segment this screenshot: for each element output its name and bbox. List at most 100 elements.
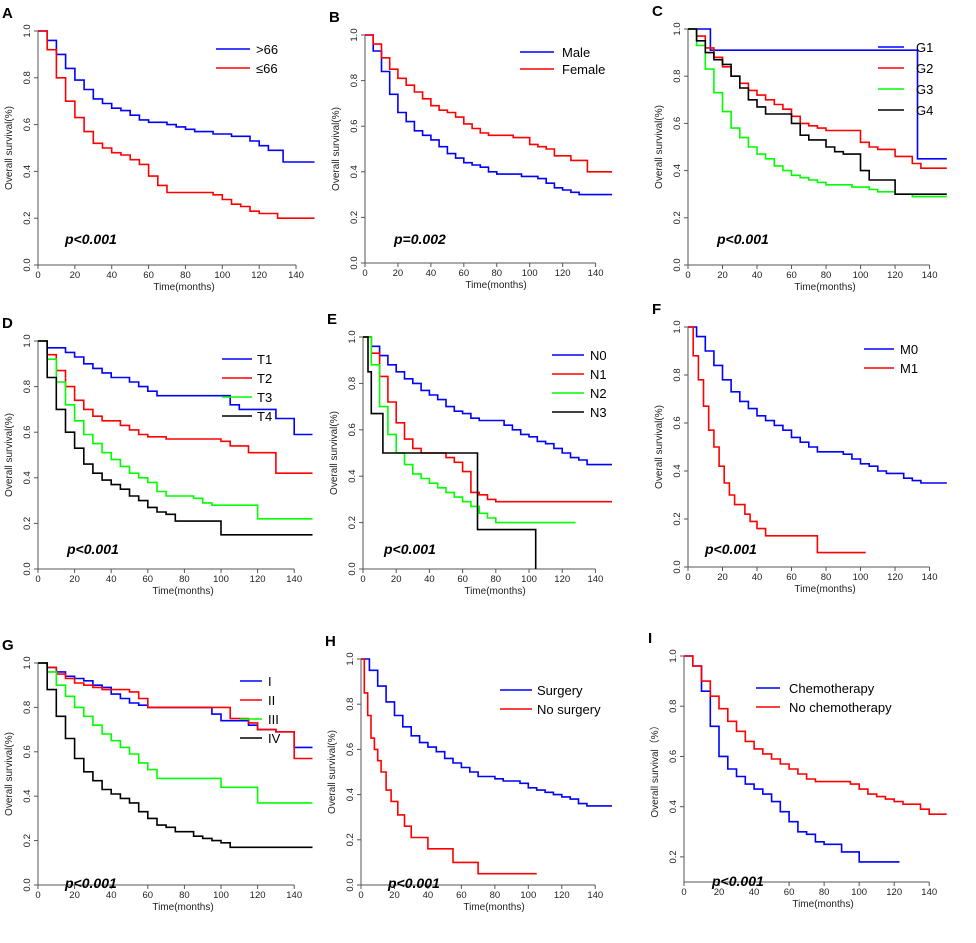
panel-e-y-tick-label: 1.0 <box>347 330 358 343</box>
panel-g-y-tick-label: 1.0 <box>22 656 33 669</box>
panel-h-series-2-line <box>361 658 537 875</box>
panel-h-y-axis-title: Overall survival(%) <box>327 730 338 814</box>
panel-e-x-tick-label: 80 <box>491 574 502 585</box>
panel-i-x-tick-label: 20 <box>714 887 725 898</box>
panel-a-x-tick-label: 60 <box>143 270 154 281</box>
panel-f-x-tick-label: 140 <box>922 572 938 583</box>
panel-b-x-tick-label: 120 <box>555 268 571 279</box>
panel-h-letter: H <box>325 633 336 650</box>
panel-f-legend-label: M0 <box>900 342 918 357</box>
panel-d-y-tick-label: 0.8 <box>22 380 33 393</box>
panel-f-y-tick-label: 1.0 <box>672 320 683 333</box>
panel-d-y-tick-label: 0.4 <box>22 471 33 484</box>
panel-h-x-tick-label: 120 <box>554 890 570 901</box>
panel-g-y-axis-title: Overall survival(%) <box>4 732 15 816</box>
panel-d: D 0 20 40 60 80 100 120 140 0.0 0.2 0.4 0.6 0.8 1.0 Tim… <box>2 315 313 597</box>
panel-g-y-tick-label: 0.8 <box>22 701 33 714</box>
panel-d-x-tick-label: 100 <box>213 574 229 585</box>
panel-d-series-4-line <box>38 340 313 536</box>
panel-i-y-tick-label: 0.6 <box>668 750 679 763</box>
panel-c-x-tick-label: 140 <box>922 270 938 281</box>
panel-d-x-tick-label: 120 <box>250 574 266 585</box>
panel-g-x-tick-label: 140 <box>286 890 302 901</box>
panel-e-series-2-line <box>363 336 612 503</box>
panel-g-letter: G <box>2 637 14 654</box>
panel-g-x-tick-label: 80 <box>179 890 190 901</box>
panel-b-y-tick-label: 0.2 <box>349 211 360 224</box>
panel-e: E 0 20 40 60 80 100 120 140 0.0 0.2 0.4 0.6 0.8 1.0 Tim… <box>327 311 612 597</box>
panel-f-x-tick-label: 60 <box>786 572 797 583</box>
panel-i-x-axis-title: Time(months) <box>792 899 853 910</box>
panel-b-x-tick-label: 100 <box>522 268 538 279</box>
panel-e-p-value: p<0.001 <box>383 541 436 557</box>
panel-b-y-tick-label: 0.6 <box>349 120 360 133</box>
panel-g-legend-label: IV <box>268 731 281 746</box>
panel-f-x-tick-label: 120 <box>887 572 903 583</box>
panel-f: F 0 20 40 60 80 100 120 140 0.0 0.2 0.4 0.6 0.8 1.0 Tim… <box>652 301 947 595</box>
panel-e-x-tick-label: 140 <box>587 574 603 585</box>
panel-e-letter: E <box>327 311 337 328</box>
panel-c-x-tick-label: 60 <box>786 270 797 281</box>
panel-i-x-tick-label: 120 <box>886 887 902 898</box>
panel-b-y-tick-label: 0.0 <box>349 256 360 269</box>
panel-i-y-tick-label: 1.0 <box>668 649 679 662</box>
panel-h-x-tick-label: 60 <box>456 890 467 901</box>
panel-g-x-tick-label: 40 <box>106 890 117 901</box>
panel-b: B 0 20 40 60 80 100 120 140 0.0 0.2 0.4 0.6 0.8 1.0 Tim… <box>329 9 613 291</box>
panel-g-legend-label: II <box>268 693 275 708</box>
panel-i-x-tick-label: 40 <box>749 887 760 898</box>
panel-e-x-tick-label: 0 <box>360 574 365 585</box>
panel-i-legend-label: Chemotherapy <box>789 681 875 696</box>
panel-a-x-tick-label: 120 <box>251 270 267 281</box>
panel-g-x-tick-label: 100 <box>213 890 229 901</box>
panel-i-legend-label: No chemotherapy <box>789 700 892 715</box>
panel-h-x-axis-title: Time(months) <box>463 902 524 913</box>
panel-h-legend-label: Surgery <box>537 683 583 698</box>
panel-g-series-3-line <box>38 662 313 804</box>
panel-f-y-tick-label: 0.4 <box>672 464 683 477</box>
panel-c-p-value: p<0.001 <box>716 231 769 247</box>
panel-a-y-tick-label: 0.0 <box>22 258 33 271</box>
panel-f-series-1-line <box>688 326 947 484</box>
panel-a-legend-label: >66 <box>256 42 278 57</box>
panel-h-y-tick-label: 0.6 <box>345 743 356 756</box>
panel-b-x-tick-label: 0 <box>362 268 367 279</box>
panel-b-y-tick-label: 0.4 <box>349 165 360 178</box>
panel-d-x-tick-label: 0 <box>35 574 40 585</box>
panel-a-y-tick-label: 0.4 <box>22 165 33 178</box>
panel-a-x-tick-label: 40 <box>106 270 117 281</box>
panel-d-legend-label: T3 <box>257 390 272 405</box>
panel-c-x-tick-label: 20 <box>717 270 728 281</box>
panel-h-y-tick-label: 0.8 <box>345 698 356 711</box>
panel-f-x-axis-title: Time(months) <box>794 584 855 595</box>
panel-c-legend-label: G2 <box>916 61 933 76</box>
panel-i-x-tick-label: 80 <box>819 887 830 898</box>
panel-f-y-tick-label: 0.8 <box>672 368 683 381</box>
panel-d-series-3-line <box>38 340 313 520</box>
panel-d-x-tick-label: 80 <box>179 574 190 585</box>
panel-d-legend-label: T4 <box>257 409 272 424</box>
panel-e-x-tick-label: 120 <box>554 574 570 585</box>
panel-e-legend-label: N2 <box>590 386 607 401</box>
panel-i-letter: I <box>648 630 652 647</box>
panel-h: H 0 20 40 60 80 100 120 140 0.0 0.2 0.4 0.6 0.8 1.0 Tim… <box>325 633 612 913</box>
panel-b-x-tick-label: 60 <box>459 268 470 279</box>
panel-d-letter: D <box>2 315 13 332</box>
panel-f-y-tick-label: 0.6 <box>672 416 683 429</box>
panel-h-series-1-line <box>361 658 612 807</box>
panel-c-legend-label: G3 <box>916 82 933 97</box>
panel-c-x-tick-label: 0 <box>685 270 690 281</box>
panel-f-x-tick-label: 20 <box>717 572 728 583</box>
panel-a-y-tick-label: 0.2 <box>22 212 33 225</box>
panel-i-series-2-line <box>684 655 947 815</box>
panel-h-x-tick-label: 20 <box>389 890 400 901</box>
panel-d-y-tick-label: 0.0 <box>22 562 33 575</box>
panel-c-legend-label: G4 <box>916 103 933 118</box>
panel-b-letter: B <box>329 9 340 26</box>
panel-a-y-tick-label: 1.0 <box>22 24 33 37</box>
panel-c-y-tick-label: 0.4 <box>672 164 683 177</box>
panel-c-x-tick-label: 80 <box>821 270 832 281</box>
panel-d-y-tick-label: 0.2 <box>22 517 33 530</box>
panel-c-series-3-line <box>688 28 947 198</box>
